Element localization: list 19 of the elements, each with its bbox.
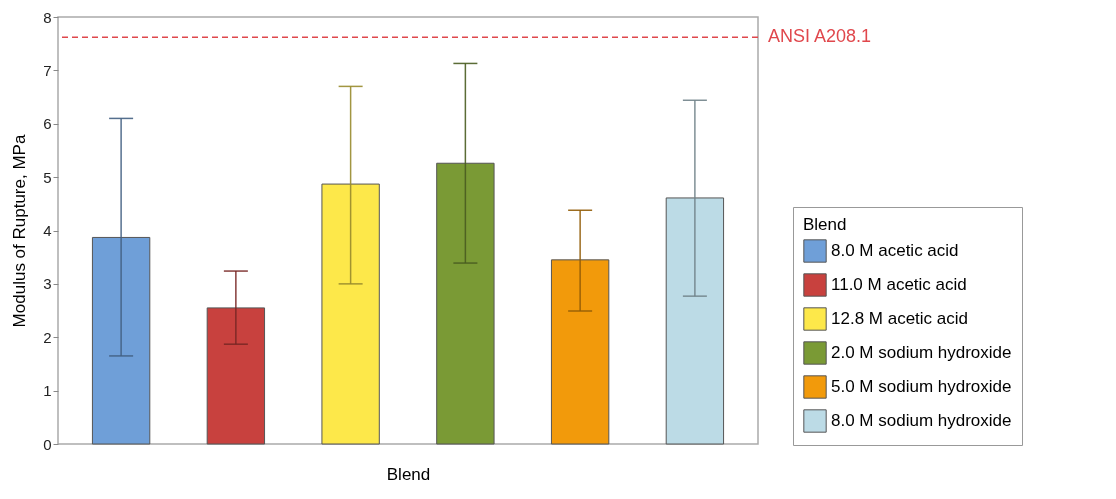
legend-title: Blend <box>803 215 847 234</box>
y-tick-label: 3 <box>43 275 52 293</box>
legend-label: 8.0 M sodium hydroxide <box>831 411 1012 430</box>
legend-label: 11.0 M acetic acid <box>831 275 967 294</box>
y-tick-label: 0 <box>43 435 52 453</box>
y-tick-label: 7 <box>43 61 52 79</box>
ref-line-label: ANSI A208.1 <box>768 26 872 47</box>
y-tick-label: 5 <box>43 168 52 186</box>
y-tick-label: 1 <box>43 382 52 400</box>
legend-label: 8.0 M acetic acid <box>831 241 959 260</box>
legend-label: 2.0 M sodium hydroxide <box>831 343 1012 362</box>
x-axis-title: Blend <box>386 464 431 484</box>
y-tick-label: 6 <box>43 115 52 133</box>
legend-label: 5.0 M sodium hydroxide <box>831 377 1012 396</box>
y-tick-label: 4 <box>43 222 52 239</box>
legend-label: 12.8 M acetic acid <box>831 309 969 328</box>
y-axis-title: Modulus of Rupture, MPa <box>10 134 30 328</box>
y-tick-label: 8 <box>43 8 52 26</box>
y-tick-label: 2 <box>43 328 52 346</box>
